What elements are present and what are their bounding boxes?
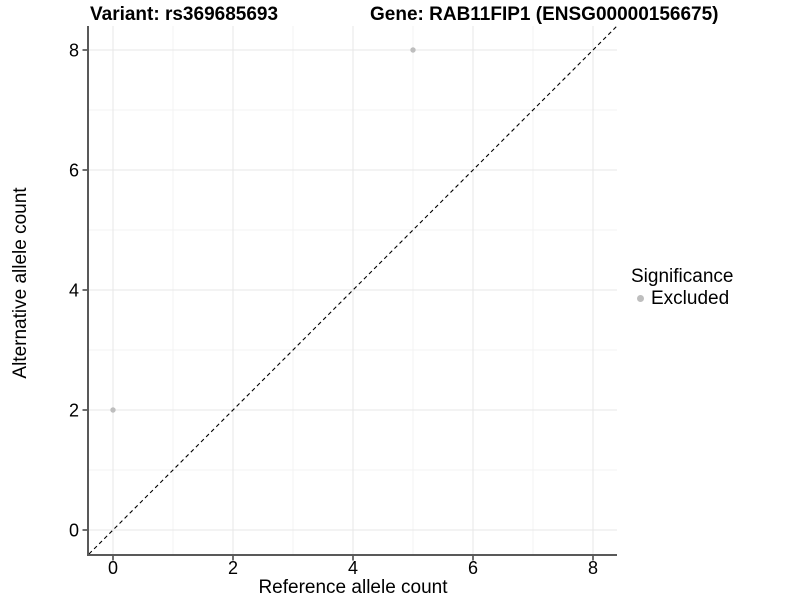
y-tick-label: 6 [69, 161, 79, 181]
legend: Significance Excluded [631, 266, 733, 309]
data-point-excluded [110, 407, 116, 413]
y-axis-title: Alternative allele count [10, 187, 31, 379]
x-axis-title: Reference allele count [258, 577, 448, 598]
x-tick-label: 6 [468, 558, 478, 578]
plot-title-gene: Gene: RAB11FIP1 (ENSG00000156675) [370, 4, 719, 25]
y-tick-label: 4 [69, 281, 79, 301]
x-tick-label: 4 [348, 558, 358, 578]
data-point-excluded [410, 47, 416, 53]
y-tick-label: 2 [69, 401, 79, 421]
x-tick-label: 2 [228, 558, 238, 578]
y-tick-label: 8 [69, 41, 79, 61]
legend-items: Excluded [631, 288, 733, 309]
legend-key [631, 289, 650, 308]
legend-title: Significance [631, 266, 734, 287]
y-tick-label: 0 [69, 521, 79, 541]
legend-point-icon [637, 295, 644, 302]
identity-reference-line [88, 25, 618, 555]
legend-item-excluded: Excluded [631, 288, 733, 309]
x-tick-label: 8 [588, 558, 598, 578]
legend-item-label: Excluded [651, 288, 730, 309]
plot-title-variant: Variant: rs369685693 [90, 4, 279, 25]
x-tick-label: 0 [108, 558, 118, 578]
